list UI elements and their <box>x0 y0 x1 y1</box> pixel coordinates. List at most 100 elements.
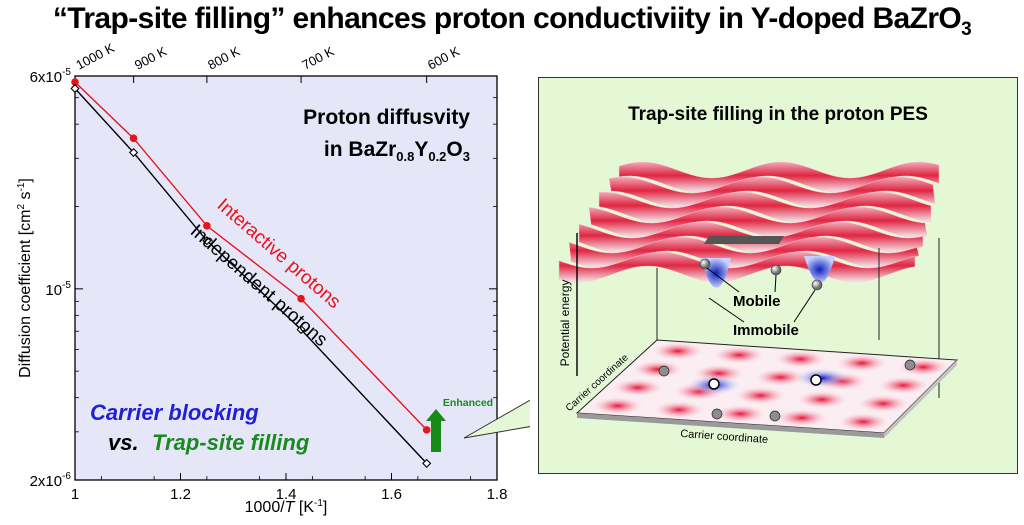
map-proton-white <box>810 374 822 386</box>
top-tick-label: 1000 K <box>73 40 117 73</box>
annotation-formula-part: Y <box>414 138 428 161</box>
data-point-interactive <box>203 221 211 230</box>
pes-map-peak <box>857 394 910 413</box>
x-tick-label: 1.8 <box>487 486 508 503</box>
pes-map-peak <box>877 376 930 395</box>
pes-map-edge-front <box>577 413 884 438</box>
data-point-independent <box>128 147 139 158</box>
pes-map-peak <box>774 350 827 369</box>
title-subscript: 3 <box>961 19 972 40</box>
annotation-formula-sub: 0.8 <box>396 149 414 164</box>
x-tick-label: 1 <box>71 486 79 503</box>
annotation-formula-sub: 3 <box>463 149 470 164</box>
enhanced-arrow-shaft <box>431 420 441 452</box>
callout-wedge <box>463 399 530 439</box>
data-point-independent <box>202 236 212 246</box>
enhanced-arrow-head <box>426 409 446 421</box>
y-axis-label-sup: -1 <box>16 182 27 191</box>
data-point-interactive <box>297 294 305 303</box>
data-point-interactive <box>71 78 79 86</box>
y-axis-label-close: ] <box>17 178 34 182</box>
data-point-independent <box>296 324 306 335</box>
mobile-pointer <box>706 267 740 293</box>
diffusion-chart: 1 1.2 1.4 1.6 1.8 1000 K 900 K 800 K 700 K 600 K 6… <box>16 40 530 516</box>
annotation-title-line2: in BaZr0.8Y0.2O3 <box>324 138 470 164</box>
y-tick-exponent: -6 <box>62 471 71 482</box>
pes-map-peak <box>631 360 684 379</box>
pes-title: Trap-site filling in the proton PES <box>628 104 928 125</box>
trap-site-filling-label: Trap-site filling <box>152 430 310 455</box>
y-axis-label-sup: 2 <box>16 204 27 210</box>
plot-area <box>74 75 498 481</box>
y-axis-label-text: Diffusion coefficient [cm <box>17 210 34 378</box>
pes-map-peak <box>795 390 848 409</box>
data-point-independent <box>422 458 432 468</box>
immobile-label: Immobile <box>733 322 799 339</box>
x-axis-label-var: T <box>285 499 296 516</box>
map-proton-white <box>708 378 720 390</box>
pes-surface-shadow <box>704 236 784 244</box>
pes-map-well <box>794 368 850 388</box>
pes-map-peak <box>653 400 706 419</box>
carrier-blocking-label: Carrier blocking <box>90 400 259 425</box>
pes-surface-ribbon <box>568 236 920 268</box>
pes-map-peak <box>714 404 767 423</box>
x-tick-label: 1.2 <box>170 486 191 503</box>
potential-energy-label: Potential energy <box>558 280 572 367</box>
annotation-formula-sub: 0.2 <box>428 149 446 164</box>
pes-panel: Trap-site filling in the proton PES Mobil… <box>538 77 1018 474</box>
pes-well-right <box>804 256 835 283</box>
x-axis-label-exp: -1 <box>314 498 323 509</box>
x-axis-label-close: ] <box>323 499 327 516</box>
map-proton-gray <box>904 359 916 371</box>
annotation-title-line1: Proton diffusvity <box>303 106 470 129</box>
title-text: “Trap-site filling” enhances proton cond… <box>52 2 962 35</box>
proton-ball <box>770 264 782 276</box>
pes-map-peak <box>591 396 644 415</box>
y-tick-mantissa: 2x10 <box>30 473 63 490</box>
data-point-interactive <box>129 134 138 143</box>
y-tick-label: 2x10-6 <box>30 471 72 490</box>
x-tick-label: 1.4 <box>276 486 297 503</box>
mobile-label: Mobile <box>733 293 781 310</box>
pes-map-peak <box>713 346 766 365</box>
x-axis-label-prefix: 1000/ <box>245 499 286 516</box>
immobile-pointer <box>708 297 745 323</box>
x-axis-label-unit: [K <box>294 499 314 516</box>
y-tick-label: 6x10-5 <box>30 67 72 86</box>
pes-map-peak <box>754 368 807 387</box>
y-tick-mantissa: 10 <box>45 282 62 299</box>
map-proton-gray <box>769 410 781 422</box>
y-tick-exponent: -5 <box>62 67 71 78</box>
y-axis-label: Diffusion coefficient [cm2 s-1] <box>16 178 34 378</box>
top-tick-label: 800 K <box>205 43 242 72</box>
map-proton-gray <box>658 365 670 377</box>
y-tick-exponent: -5 <box>62 280 71 291</box>
pes-surface-ribbon <box>588 206 928 238</box>
data-point-interactive <box>422 426 431 434</box>
y-tick-label: 10-5 <box>45 280 71 299</box>
pes-surface <box>558 161 940 283</box>
proton-ball <box>811 279 823 291</box>
annotation-formula-part: in BaZr <box>324 138 396 161</box>
enhanced-label: Enhanced <box>443 397 493 409</box>
mobile-pointer <box>774 274 777 293</box>
x-axis-label: 1000/T [K-1] <box>245 498 328 516</box>
y-axis-label-mid: s <box>17 191 34 203</box>
y-tick-mantissa: 6x10 <box>30 69 63 86</box>
pes-map-peak <box>734 386 787 405</box>
proton-ball <box>699 258 711 270</box>
carrier-axis-bottom-label: Carrier coordinate <box>680 428 769 446</box>
pes-map-peak <box>611 378 664 397</box>
pes-map-peak <box>837 412 890 431</box>
annotation-formula-part: O <box>446 138 462 161</box>
page-title: “Trap-site filling” enhances proton cond… <box>0 2 1024 41</box>
pes-map-peak <box>835 354 888 373</box>
pes-illustration: Trap-site filling in the proton PES Mobil… <box>558 104 959 446</box>
vs-label: vs. <box>108 430 139 455</box>
pes-map-peak <box>775 408 828 427</box>
top-tick-label: 900 K <box>132 43 169 72</box>
map-proton-gray <box>711 408 723 420</box>
top-tick-label: 600 K <box>425 43 462 72</box>
top-tick-label: 700 K <box>299 43 336 72</box>
